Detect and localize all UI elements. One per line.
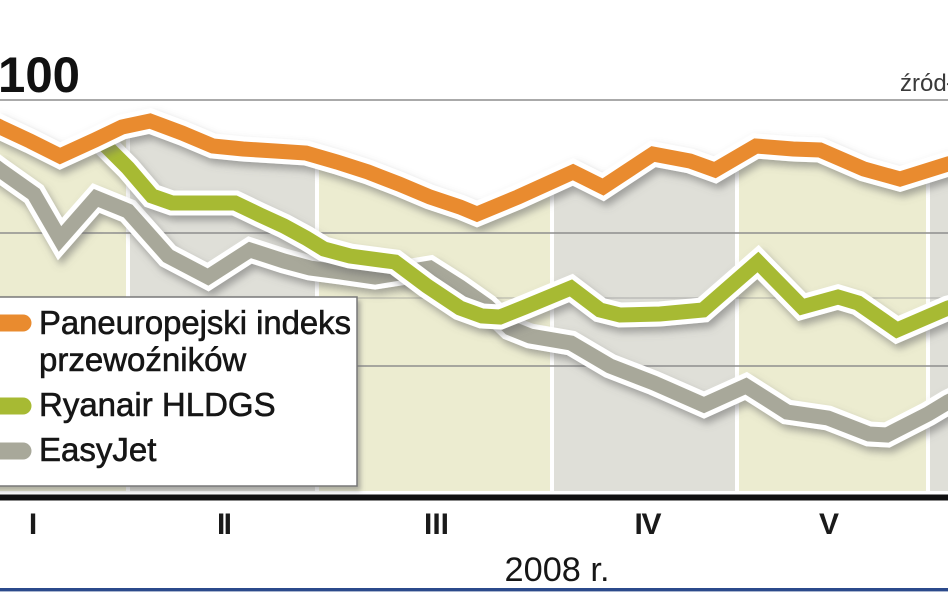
- svg-text:100: 100: [0, 47, 80, 103]
- svg-text:I: I: [29, 508, 37, 541]
- svg-text:Paneuropejski indeks: Paneuropejski indeks: [39, 304, 351, 341]
- svg-text:EasyJet: EasyJet: [39, 431, 156, 468]
- svg-text:Ryanair HLDGS: Ryanair HLDGS: [39, 386, 276, 423]
- svg-text:IV: IV: [635, 508, 662, 541]
- svg-text:2008 r.: 2008 r.: [505, 551, 610, 589]
- svg-text:V: V: [819, 508, 839, 541]
- svg-text:III: III: [424, 508, 449, 541]
- svg-text:przewoźników: przewoźników: [39, 341, 246, 378]
- svg-text:źródło: Bloomberg: źródło: Bloomberg: [900, 70, 948, 97]
- svg-text:II: II: [217, 508, 232, 541]
